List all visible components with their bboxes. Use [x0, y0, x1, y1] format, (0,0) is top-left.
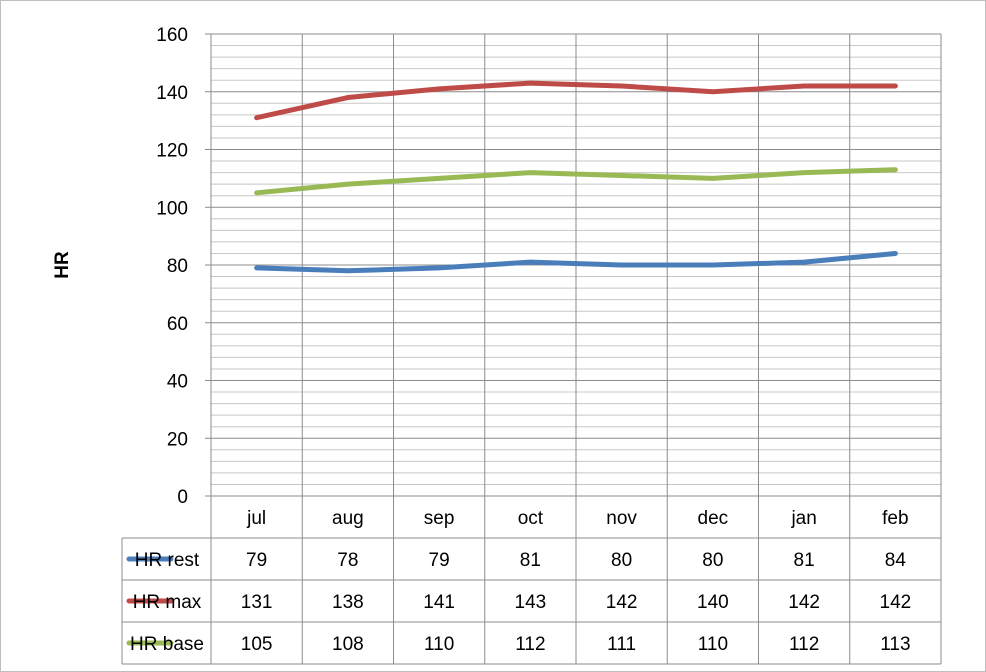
- data-label: 105: [241, 634, 273, 655]
- data-label: 142: [880, 592, 912, 613]
- y-axis-tick-labels: 0 20 40 60 80 100 120 140 160: [156, 25, 188, 508]
- series-lines: [254, 80, 898, 274]
- y-tick-label: 140: [156, 83, 188, 104]
- y-tick-label: 20: [167, 429, 188, 450]
- series-line: [254, 250, 898, 274]
- data-label: 80: [611, 550, 632, 571]
- x-category-label: sep: [424, 508, 455, 529]
- legend-label: HR rest: [135, 550, 200, 571]
- data-label: 79: [246, 550, 267, 571]
- data-label: 140: [697, 592, 729, 613]
- data-label: 112: [515, 634, 545, 655]
- x-category-label: feb: [882, 508, 908, 529]
- x-category-label: aug: [332, 508, 364, 529]
- data-table: jul aug sep oct nov dec jan feb HR rest 79 78 79 81 8…: [121, 496, 942, 665]
- data-label: 84: [885, 550, 907, 571]
- y-tick-label: 0: [177, 487, 188, 508]
- data-label: 142: [788, 592, 820, 613]
- data-label: 111: [607, 634, 636, 655]
- y-tick-label: 160: [156, 25, 188, 46]
- data-label: 79: [429, 550, 450, 571]
- legend-label: HR max: [133, 592, 202, 613]
- x-category-label: dec: [698, 508, 729, 529]
- data-label: 78: [337, 550, 358, 571]
- y-tick-label: 120: [156, 141, 188, 162]
- y-tick-label: 60: [167, 314, 188, 335]
- y-tick-label: 40: [167, 372, 188, 393]
- x-category-label: nov: [606, 508, 637, 529]
- series-line: [254, 80, 898, 121]
- data-label: 81: [520, 550, 541, 571]
- x-category-label: jul: [246, 508, 266, 529]
- data-label: 80: [702, 550, 723, 571]
- data-label: 138: [332, 592, 364, 613]
- x-category-label: jan: [790, 508, 816, 529]
- y-tick-label: 100: [156, 198, 188, 219]
- data-label: 142: [606, 592, 638, 613]
- data-label: 143: [515, 592, 547, 613]
- data-label: 108: [332, 634, 364, 655]
- data-label: 110: [698, 634, 728, 655]
- y-tick-label: 80: [167, 256, 188, 277]
- data-label: 131: [241, 592, 273, 613]
- series-line: [254, 167, 898, 196]
- data-label: 112: [789, 634, 819, 655]
- x-category-label: oct: [518, 508, 544, 529]
- data-label: 81: [794, 550, 815, 571]
- legend-label: HR base: [130, 634, 204, 655]
- data-label: 141: [423, 592, 455, 613]
- data-label: 110: [424, 634, 454, 655]
- data-label: 113: [880, 634, 910, 655]
- y-axis-label: HR: [52, 251, 73, 279]
